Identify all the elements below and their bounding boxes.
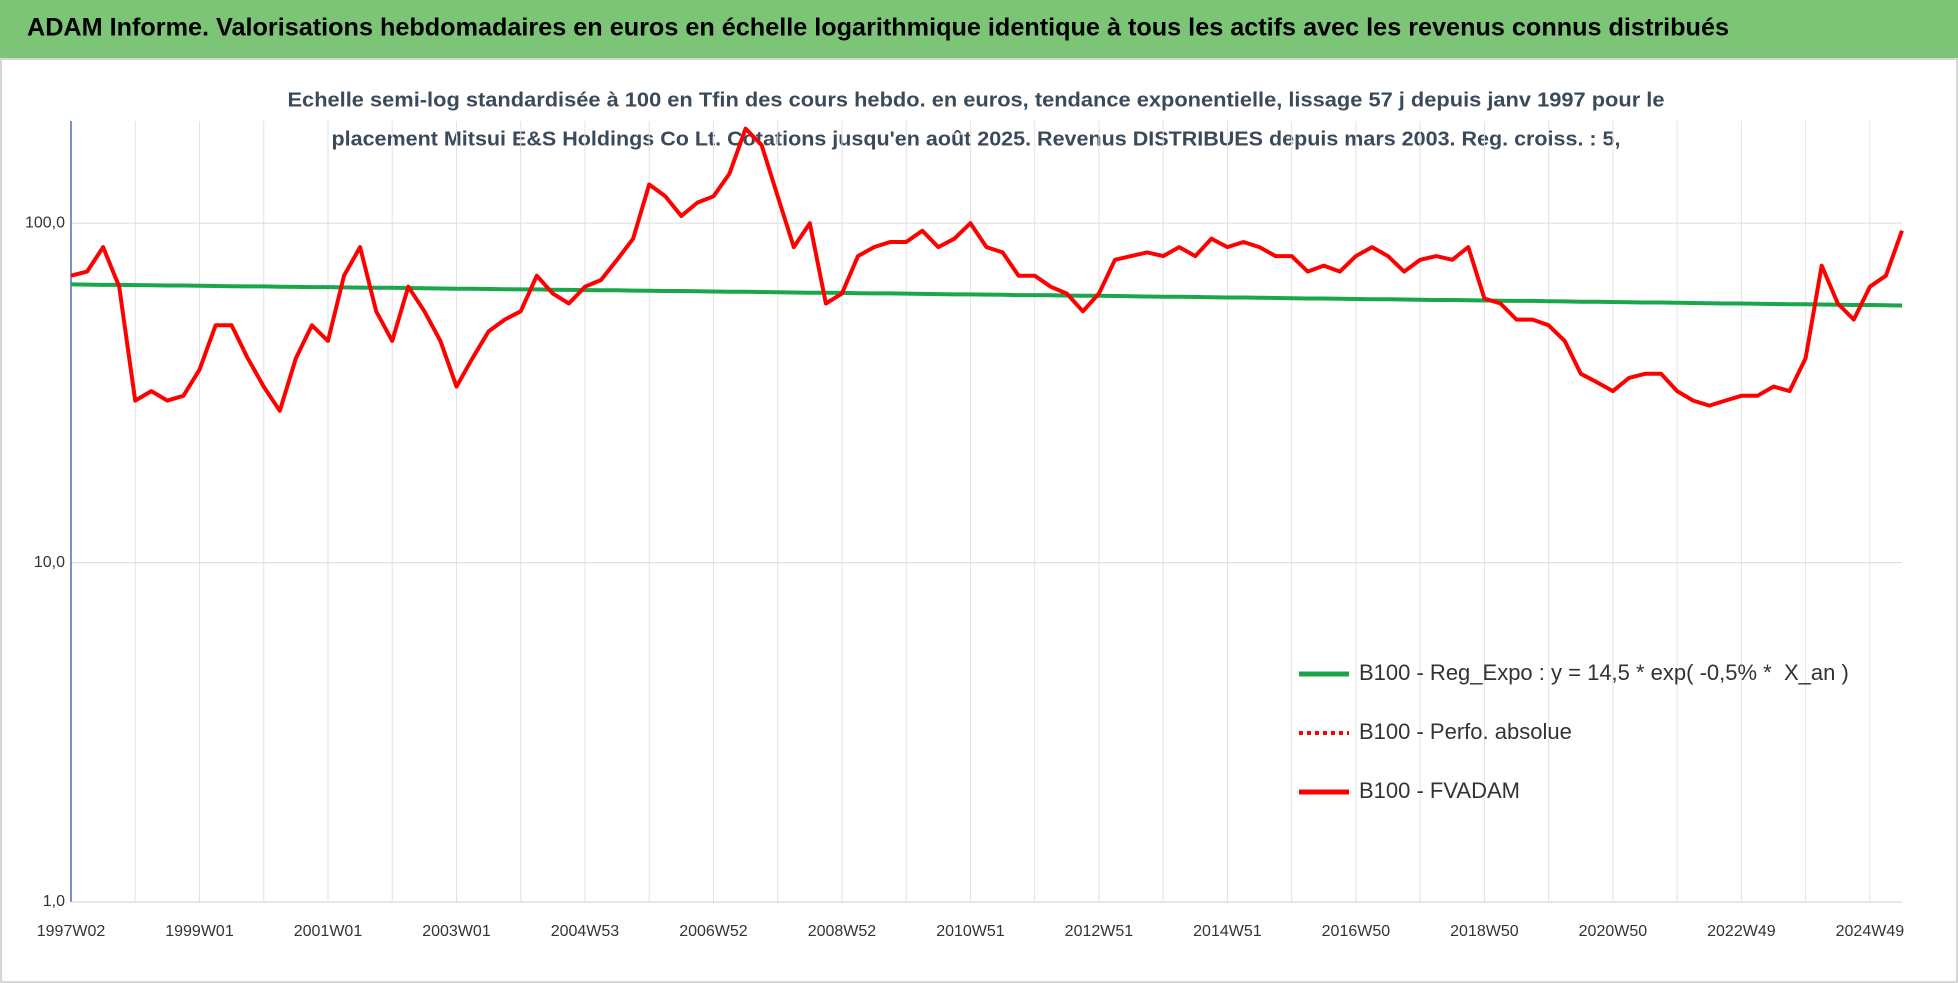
series-line xyxy=(70,126,1904,413)
y-tick-label: 1,0 xyxy=(43,893,65,910)
y-tick-label: 100,0 xyxy=(25,214,65,231)
x-tick-label: 2004W53 xyxy=(551,923,620,940)
x-tick-label: 2020W50 xyxy=(1579,923,1648,940)
chart-subtitle: placement Mitsui E&S Holdings Co Lt. Cot… xyxy=(332,128,1621,150)
x-tick-label: 2003W01 xyxy=(422,923,491,940)
x-tick-label: 2016W50 xyxy=(1322,923,1391,940)
legend-label: B100 - FVADAM xyxy=(1359,778,1520,803)
x-tick-label: 2014W51 xyxy=(1193,923,1262,940)
x-tick-label: 1997W02 xyxy=(37,923,106,940)
chart-subtitle: Echelle semi-log standardisée à 100 en T… xyxy=(288,89,1665,111)
x-tick-label: 1999W01 xyxy=(165,923,234,940)
x-tick-label: 2022W49 xyxy=(1707,923,1776,940)
series-line xyxy=(70,282,1903,308)
legend-label: B100 - Perfo. absolue xyxy=(1359,719,1572,744)
frame xyxy=(0,58,1958,983)
x-tick-label: 2012W51 xyxy=(1065,923,1134,940)
y-tick-label: 10,0 xyxy=(34,554,65,571)
x-tick-label: 2006W52 xyxy=(679,923,748,940)
x-tick-label: 2018W50 xyxy=(1450,923,1519,940)
title-banner xyxy=(0,0,1958,58)
x-tick-label: 2008W52 xyxy=(808,923,877,940)
chart-title: ADAM Informe. Valorisations hebdomadaire… xyxy=(27,14,1729,42)
legend-label: B100 - Reg_Expo : y = 14,5 * exp( -0,5% … xyxy=(1359,660,1849,685)
x-tick-label: 2024W49 xyxy=(1836,923,1905,940)
x-tick-label: 2001W01 xyxy=(294,923,363,940)
x-tick-label: 2010W51 xyxy=(936,923,1005,940)
